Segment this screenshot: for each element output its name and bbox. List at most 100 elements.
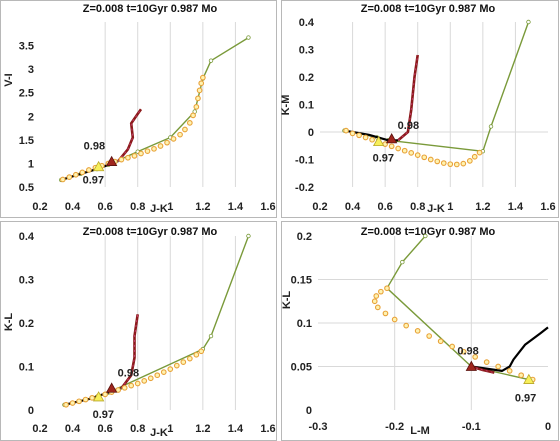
series-point-orange [369, 136, 375, 143]
x-axis-label: L-M [410, 425, 430, 437]
series-point-green [208, 333, 214, 339]
x-tick-label: 0.2 [312, 201, 327, 213]
series-point-orange [198, 80, 205, 87]
chart-title: Z=0.008 t=10Gyr 0.987 Mo [361, 226, 496, 238]
series-point-orange [141, 378, 148, 384]
marker-label: 0.98 [457, 346, 478, 358]
series-point-orange [72, 171, 79, 178]
series-point-orange [362, 134, 369, 141]
marker-label: 0.97 [83, 175, 104, 187]
y-axis-label: K-L [281, 291, 293, 310]
series-line-dark [471, 326, 549, 372]
series-point-orange [196, 87, 203, 94]
series-point-orange [495, 363, 502, 370]
series-point-orange [138, 150, 144, 157]
series-point-orange [434, 158, 441, 165]
series-point-orange [193, 351, 200, 358]
panel-vi-vs-jk: Z=0.008 t=10Gyr 0.987 Mo J-K V-I 0.5 1 1.5… [0, 0, 277, 218]
panel-km-vs-jk: Z=0.008 t=10Gyr 0.987 Mo J-K K-M -0.2-0.… [280, 0, 559, 218]
marker-yellow-triangle [92, 160, 105, 172]
y-tick-label: 0 [28, 405, 34, 417]
series-point-orange [427, 156, 434, 163]
series-point-orange [190, 112, 196, 119]
marker-label: 0.98 [84, 141, 105, 153]
x-tick-label: 1.6 [540, 201, 555, 213]
series-point-orange [453, 161, 460, 168]
series-point-orange [518, 372, 525, 379]
series-point-orange [186, 355, 193, 362]
y-tick-label: 3.5 [19, 41, 34, 53]
y-tick-label: 0.2 [297, 231, 312, 243]
marker-label: 0.98 [118, 367, 139, 379]
x-tick-label: 1.6 [260, 423, 275, 435]
x-tick-label: -0.1 [462, 421, 481, 433]
series-point-orange [437, 338, 444, 345]
x-tick-label: 1.4 [228, 201, 244, 213]
series-point-orange [506, 368, 513, 374]
y-tick-label: 1 [28, 158, 34, 170]
series-point-orange [102, 391, 108, 398]
series-point-green [488, 124, 494, 129]
plot-area: 0.5 1 1.5 2 2.5 3 3.5 0.2 0.4 0.6 0.8 1 1.2 1.4 1.6 0.9… [19, 22, 276, 213]
series-line-pink [397, 54, 419, 141]
y-tick-label: -0.1 [295, 155, 314, 167]
plot-area: 0 0.05 0.1 0.15 0.2 -0.3 -0.2 -0.1 0 0.98 0.97 [291, 231, 551, 433]
series-point-orange [447, 161, 454, 168]
chart-title: Z=0.008 t=10Gyr 0.987 Mo [83, 3, 218, 15]
series-point-orange [472, 354, 479, 360]
series-point-orange [186, 120, 193, 126]
x-tick-label: 0.2 [32, 423, 47, 435]
chart-title: Z=0.008 t=10Gyr 0.987 Mo [83, 226, 218, 238]
y-tick-label: 0.5 [19, 182, 34, 194]
x-tick-label: 1.2 [195, 201, 210, 213]
series-point-green [400, 259, 405, 265]
y-axis-label: V-I [3, 73, 15, 86]
series-point-orange [147, 375, 154, 382]
series-point-orange [180, 359, 187, 366]
x-tick-label: 0 [545, 421, 551, 433]
series-point-orange [182, 126, 188, 133]
series-point-orange [460, 160, 467, 167]
series-point-orange [460, 348, 467, 355]
y-tick-label: 0.4 [19, 231, 35, 243]
series-point-orange [167, 366, 174, 372]
series-point-orange [356, 132, 362, 139]
y-tick-label: 0.2 [19, 318, 34, 330]
x-tick-label: 0.8 [130, 201, 145, 213]
plot-area: 0 0.1 0.2 0.3 0.4 0.2 0.4 0.6 0.8 1 1.2 1.4 1.6 0.98 0… [19, 231, 276, 435]
series-point-orange [76, 398, 82, 405]
series-point-orange [115, 387, 122, 393]
series-point-orange [63, 401, 69, 408]
y-tick-label: 0.05 [291, 362, 312, 374]
series-point-orange [408, 150, 415, 156]
marker-red-triangle [465, 360, 478, 371]
x-tick-label: -0.3 [309, 421, 328, 433]
x-tick-label: 1.2 [195, 423, 210, 435]
series-line-green [386, 235, 529, 381]
y-axis-label: K-L [3, 313, 15, 332]
x-axis-label: J-K [150, 203, 168, 215]
series-point-orange [79, 169, 86, 176]
series-point-orange [395, 145, 402, 152]
series-point-orange [144, 148, 151, 155]
series-point-orange [177, 131, 183, 138]
x-tick-label: 1.4 [508, 201, 524, 213]
x-axis-label: J-K [150, 427, 168, 439]
series-point-orange [121, 384, 128, 391]
series-point-orange [403, 322, 410, 329]
series-point-orange [151, 145, 157, 152]
series-point-orange [471, 153, 478, 160]
x-tick-label: 0.4 [345, 201, 361, 213]
x-tick-label: 0.4 [65, 423, 81, 435]
series-point-orange [69, 400, 76, 406]
marker-label: 0.97 [515, 393, 536, 405]
y-tick-label: 0.3 [299, 45, 314, 57]
x-tick-label: 1.6 [260, 201, 275, 213]
series-point-orange [414, 152, 421, 158]
series-point-orange [373, 293, 380, 299]
series-point-green [526, 19, 531, 25]
series-point-orange [66, 174, 73, 180]
x-tick-label: -0.2 [385, 421, 404, 433]
series-point-orange [154, 372, 161, 379]
series-point-green [246, 233, 251, 239]
